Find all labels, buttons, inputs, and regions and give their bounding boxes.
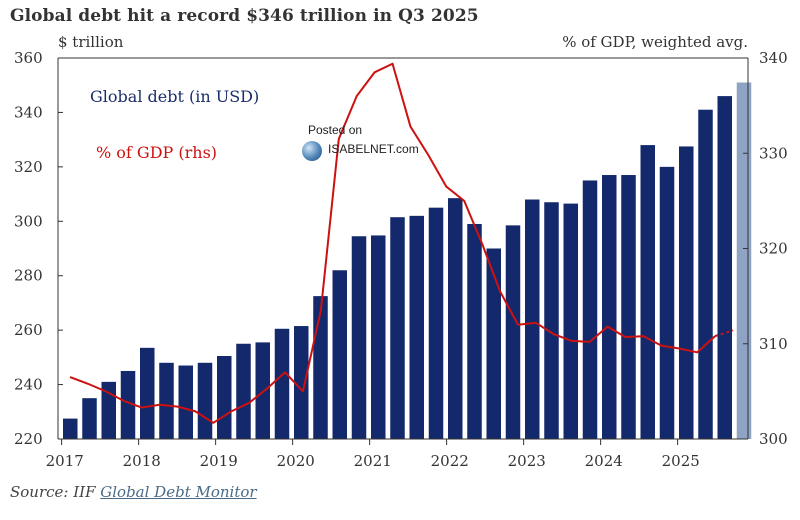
debt-bar	[525, 199, 540, 439]
debt-bar	[178, 365, 193, 439]
debt-bar	[332, 270, 347, 439]
left-tick-label: 340	[14, 103, 43, 121]
right-tick-label: 330	[759, 144, 788, 162]
left-tick-label: 300	[14, 212, 43, 230]
watermark: Posted on ISABELNET.com	[300, 123, 440, 163]
debt-bar	[140, 347, 155, 439]
debt-bar	[602, 175, 617, 439]
left-tick-label: 260	[14, 321, 43, 339]
x-tick-label: 2020	[277, 452, 315, 470]
chart-title: Global debt hit a record $346 trillion i…	[10, 6, 479, 26]
bars-group	[63, 82, 752, 440]
x-tick-label: 2018	[123, 452, 161, 470]
left-tick-label: 360	[14, 49, 43, 67]
debt-bar	[236, 343, 251, 439]
axes-group: 220 240 260 280 300 320 340 360 300 310 320 330 340 2…	[14, 49, 788, 470]
gdp-line	[69, 62, 716, 424]
debt-bar	[294, 326, 309, 439]
debt-bar	[63, 418, 78, 439]
x-tick-label: 2021	[354, 452, 392, 470]
right-tick-label: 320	[759, 240, 788, 258]
x-tick-label: 2023	[508, 452, 546, 470]
debt-bar	[544, 202, 559, 439]
debt-bar	[255, 342, 270, 439]
debt-bar	[409, 215, 424, 439]
debt-bar	[274, 328, 290, 439]
x-tick-label: 2017	[46, 452, 84, 470]
source-prefix: Source: IIF	[10, 483, 101, 501]
globe-logo-icon	[302, 141, 322, 161]
legend-debt: Global debt (in USD)	[90, 87, 260, 106]
debt-bar	[120, 370, 136, 439]
source-link[interactable]: Global Debt Monitor	[100, 483, 257, 501]
debt-bar	[159, 362, 174, 439]
debt-bar	[698, 109, 713, 439]
debt-bar	[717, 96, 732, 439]
source-note: Source: IIF Global Debt Monitor	[10, 483, 257, 501]
debt-bar	[390, 217, 405, 439]
line-group	[69, 62, 734, 424]
x-tick-label: 2025	[662, 452, 700, 470]
debt-bar	[505, 225, 521, 439]
left-axis-label: $ trillion	[58, 33, 124, 51]
debt-bar	[313, 296, 328, 439]
debt-bar	[448, 198, 463, 439]
x-tick-label: 2022	[431, 452, 469, 470]
legend-gdp: % of GDP (rhs)	[96, 143, 218, 162]
right-tick-label: 340	[759, 49, 788, 67]
right-tick-label: 300	[759, 430, 788, 448]
debt-bar	[101, 381, 116, 439]
debt-bar	[197, 362, 213, 439]
debt-bar	[679, 146, 694, 440]
debt-bar	[371, 235, 386, 439]
right-axis-label: % of GDP, weighted avg.	[562, 33, 748, 51]
debt-bar	[217, 355, 232, 439]
debt-bar	[428, 207, 444, 439]
x-tick-label: 2019	[200, 452, 238, 470]
right-tick-label: 310	[759, 335, 788, 353]
x-tick-label: 2024	[585, 452, 623, 470]
debt-bar	[640, 145, 655, 440]
debt-bar	[486, 248, 501, 439]
debt-bar	[563, 203, 578, 439]
debt-bar	[82, 398, 97, 439]
debt-bar	[467, 224, 482, 439]
left-tick-label: 240	[14, 376, 43, 394]
debt-bar	[659, 166, 675, 439]
left-tick-label: 280	[14, 267, 43, 285]
debt-bar	[736, 82, 752, 439]
debt-bar	[351, 236, 367, 439]
left-tick-label: 320	[14, 158, 43, 176]
debt-bar	[582, 180, 598, 439]
watermark-posted: Posted on	[308, 123, 363, 137]
debt-bar	[621, 175, 636, 439]
watermark-site: ISABELNET.com	[328, 142, 419, 156]
left-tick-label: 220	[14, 430, 43, 448]
